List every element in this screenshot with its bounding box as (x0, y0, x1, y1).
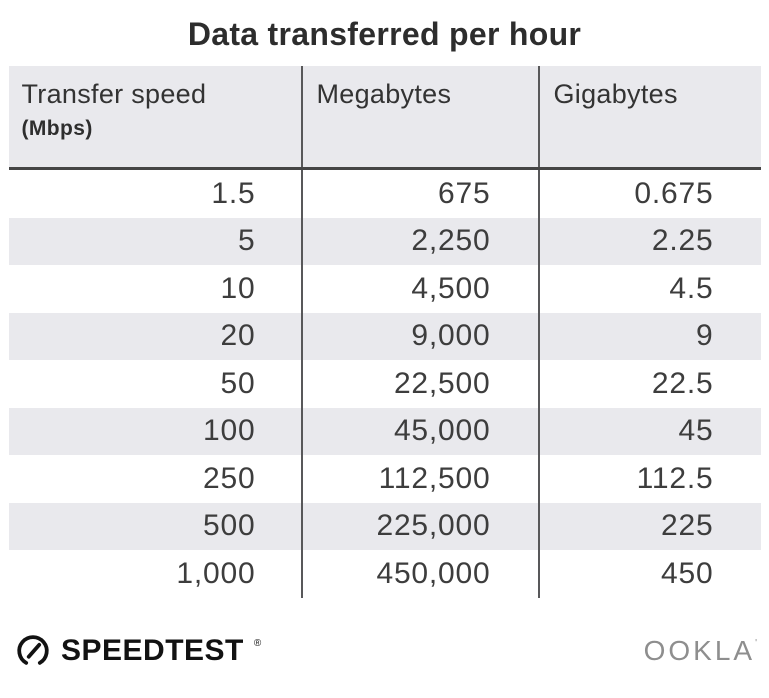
table-cell: 100 (8, 407, 302, 455)
ookla-trademark-mark: ' (755, 637, 757, 649)
table-row: 500 225,000 225 (8, 502, 761, 550)
footer: SPEEDTEST ® OOKLA ' (14, 625, 757, 677)
table-cell: 5 (8, 217, 302, 265)
table-cell: 450,000 (300, 550, 539, 598)
table-cell: 9 (537, 312, 761, 360)
table-cell: 4.5 (537, 265, 761, 313)
col-header-label: Megabytes (316, 79, 452, 109)
table-cell: 450 (537, 550, 761, 598)
data-table: Transfer speed (Mbps) Megabytes Gigabyte… (8, 66, 761, 598)
col-header-unit: (Mbps) (21, 117, 93, 140)
table-cell: 22,500 (300, 360, 539, 408)
table-cell: 22.5 (537, 360, 761, 408)
table-cell: 45 (537, 407, 761, 455)
speedtest-wordmark: SPEEDTEST (61, 633, 244, 667)
table-cell: 250 (203, 461, 256, 495)
page-title: Data transferred per hour (187, 16, 582, 52)
table-row: 20 9,000 9 (8, 312, 761, 360)
table-cell: 10 (220, 271, 256, 305)
header-row: Transfer speed (Mbps) Megabytes Gigabyte… (8, 66, 761, 170)
col-header-label: Transfer speed (21, 79, 207, 109)
table-row: 100 45,000 45 (8, 407, 761, 455)
table-cell: 45,000 (300, 407, 539, 455)
table-row: 5 2,250 2.25 (8, 217, 761, 265)
table-cell: 225 (537, 502, 761, 550)
table-row: 10 4,500 4.5 (9, 265, 761, 313)
ookla-wordmark: OOKLA (643, 634, 756, 666)
table-cell: 675 (300, 168, 539, 218)
col-header-transfer-speed: Transfer speed (Mbps) (8, 66, 302, 170)
table-cell: 9,000 (300, 312, 539, 360)
table-cell: 1.5 (211, 176, 256, 210)
table-cell: 500 (8, 502, 302, 550)
table-row: 250 112,500 112.5 (9, 455, 761, 503)
table-cell: 50 (220, 366, 256, 400)
col-header-label: Gigabytes (553, 79, 678, 109)
table-cell: 112,500 (300, 455, 539, 503)
table-row: 1,000 450,000 450 (9, 550, 761, 598)
table-cell: 0.675 (537, 168, 761, 218)
registered-trademark-mark: ® (253, 637, 262, 649)
col-header-megabytes: Megabytes (300, 66, 539, 170)
table-cell: 2.25 (537, 217, 761, 265)
col-header-gigabytes: Gigabytes (537, 66, 761, 170)
speedtest-logo: SPEEDTEST ® (14, 632, 261, 670)
table-row: 50 22,500 22.5 (9, 360, 761, 408)
table-cell: 112.5 (537, 455, 761, 503)
ookla-logo: OOKLA ' (643, 634, 757, 666)
table-cell: 225,000 (300, 502, 539, 550)
table-row: 1.5 675 0.675 (9, 168, 761, 218)
table-cell: 2,250 (300, 217, 539, 265)
table-cell: 20 (8, 312, 302, 360)
table-cell: 4,500 (300, 265, 539, 313)
table-cell: 1,000 (176, 556, 256, 590)
gauge-icon (14, 632, 52, 670)
